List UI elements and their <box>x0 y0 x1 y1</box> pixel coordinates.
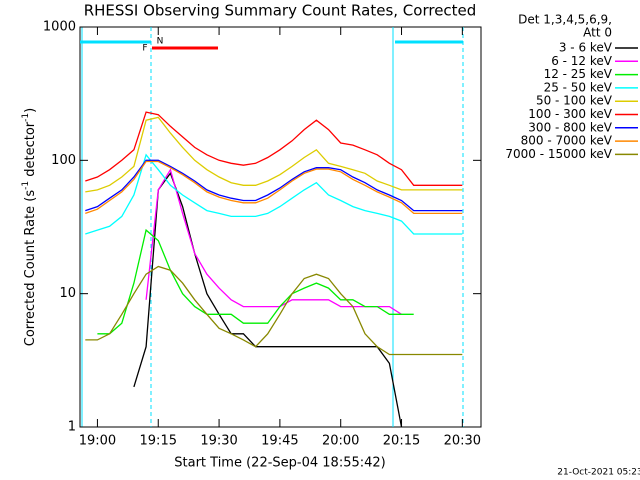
series-line <box>85 116 463 193</box>
x-tick-label: 19:00 <box>79 434 116 449</box>
legend-label: 12 - 25 keV <box>544 67 613 81</box>
detectors: Det 1,3,4,5,6,9, <box>518 13 612 27</box>
label-part: Corrected Count Rate (s <box>23 190 38 347</box>
superscript: -1 <box>21 181 31 190</box>
label-part: ) <box>23 108 38 113</box>
legend-label: 800 - 7000 keV <box>521 134 613 148</box>
series-line <box>85 160 463 215</box>
y-tick-label: 100 <box>51 153 76 168</box>
legend-label: 100 - 300 keV <box>528 107 612 121</box>
y-tick-label: 10 <box>59 286 76 301</box>
series-line <box>97 228 414 335</box>
series-line <box>85 111 463 186</box>
superscript: -1 <box>21 113 31 122</box>
y-axis-label: Corrected Count Rate (s-1 detector-1) <box>21 108 38 346</box>
x-tick-label: 20:30 <box>444 434 481 449</box>
legend-label: 3 - 6 keV <box>559 41 613 55</box>
legend-label: 7000 - 15000 keV <box>505 147 612 161</box>
flare-flag: F <box>142 44 147 54</box>
x-tick-label: 20:00 <box>322 434 359 449</box>
y-tick-label: 1 <box>68 420 76 435</box>
series-line <box>85 153 463 235</box>
x-tick-label: 20:15 <box>383 434 420 449</box>
legend-label: 50 - 100 keV <box>536 94 613 108</box>
attenuator: Att 0 <box>583 26 612 40</box>
chart-title: RHESSI Observing Summary Count Rates, Co… <box>84 2 477 20</box>
series-line <box>85 159 463 212</box>
plot-frame <box>79 26 482 428</box>
y-tick-label: 1000 <box>43 20 76 35</box>
series-group <box>85 111 463 427</box>
series-line <box>145 168 402 315</box>
legend-label: 6 - 12 keV <box>551 54 613 68</box>
series-line <box>85 265 463 356</box>
x-tick-label: 19:15 <box>140 434 177 449</box>
x-axis-label: Start Time (22-Sep-04 18:55:42) <box>174 456 385 471</box>
label-part: detector <box>23 121 38 181</box>
series-line <box>133 171 403 427</box>
legend-label: 300 - 800 keV <box>528 120 612 134</box>
legend-label: 25 - 50 keV <box>544 80 613 94</box>
saa-flag: N <box>157 37 164 47</box>
x-tick-label: 19:45 <box>261 434 298 449</box>
footer: 21-Oct-2021 05:23 <box>557 468 640 478</box>
x-tick-label: 19:30 <box>200 434 237 449</box>
